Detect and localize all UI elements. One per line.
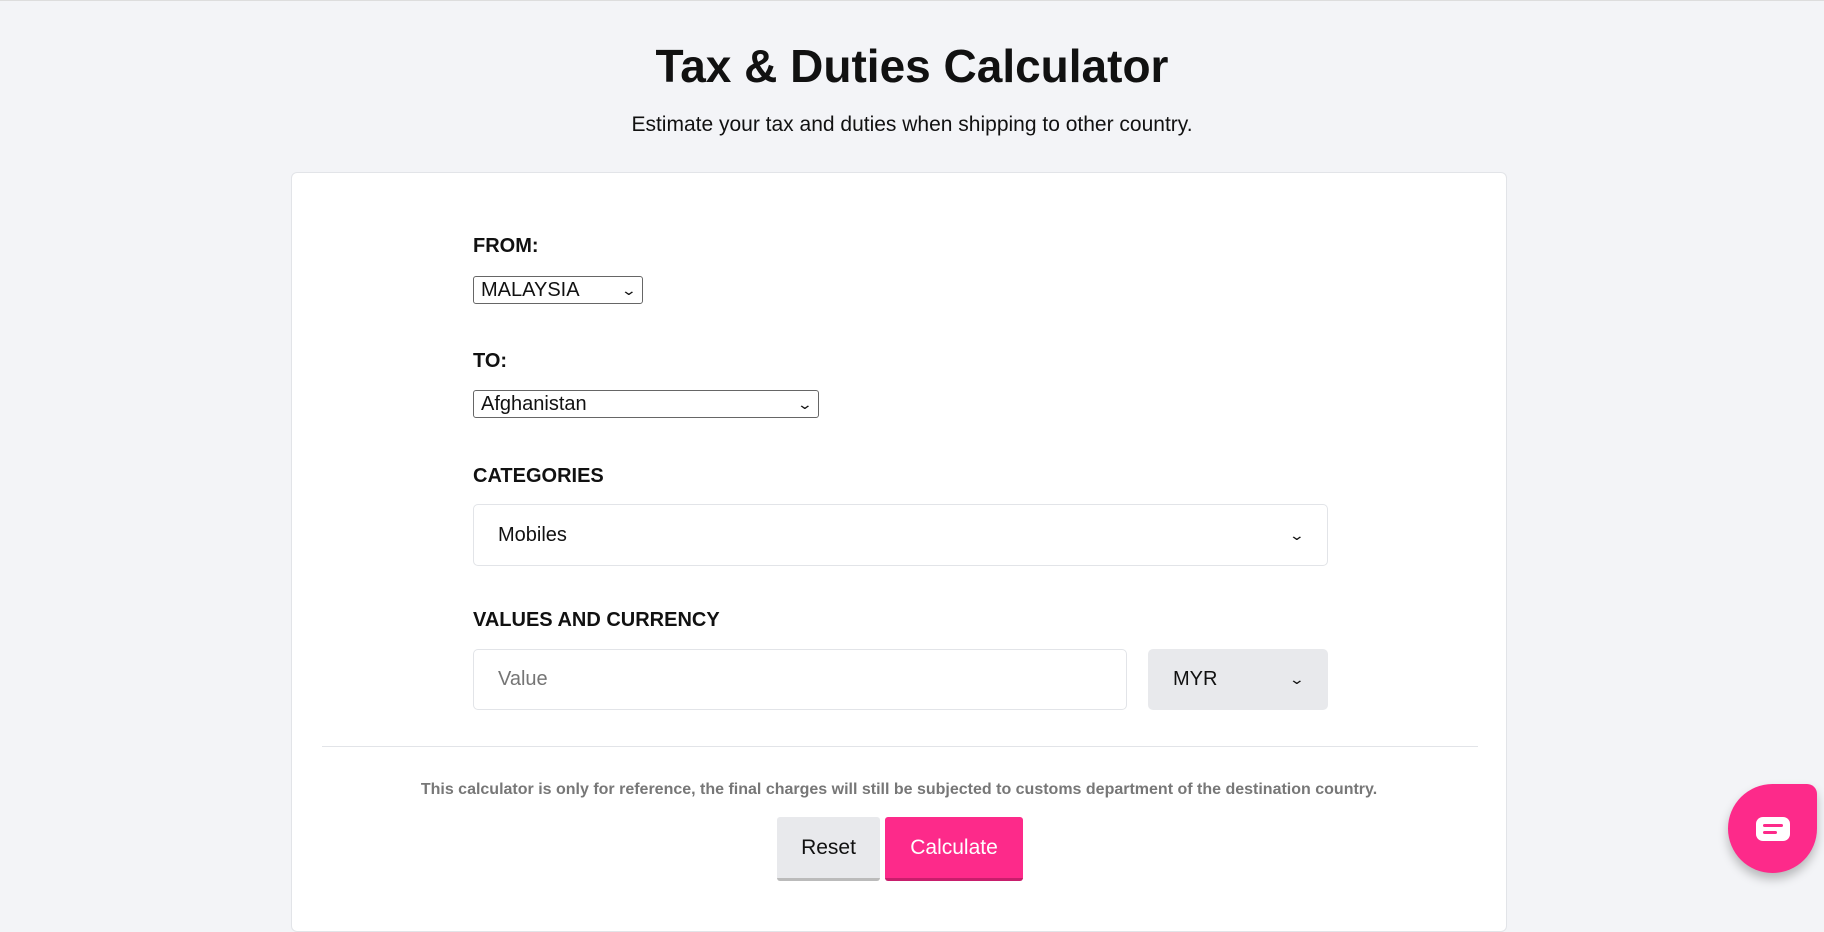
calculate-button[interactable]: Calculate bbox=[885, 817, 1023, 881]
chevron-down-icon: ⌄ bbox=[1288, 671, 1306, 687]
value-input[interactable] bbox=[473, 649, 1127, 710]
values-currency-label: VALUES AND CURRENCY bbox=[473, 609, 720, 631]
page-subtitle: Estimate your tax and duties when shippi… bbox=[631, 113, 1193, 136]
to-select[interactable]: Afghanistan ⌄ bbox=[473, 390, 819, 418]
currency-value: MYR bbox=[1173, 668, 1218, 690]
from-value: MALAYSIA bbox=[481, 278, 580, 301]
to-label: TO: bbox=[473, 350, 508, 372]
chevron-down-icon: ⌄ bbox=[1288, 526, 1306, 543]
page-title: Tax & Duties Calculator bbox=[655, 40, 1169, 92]
chevron-down-icon: ⌄ bbox=[796, 395, 814, 412]
calculator-card: FROM: MALAYSIA ⌄ TO: Afghanistan ⌄ CATEGOR… bbox=[291, 172, 1507, 932]
categories-label: CATEGORIES bbox=[473, 465, 604, 487]
categories-select[interactable]: Mobiles ⌄ bbox=[473, 504, 1328, 566]
disclaimer: This calculator is only for reference, t… bbox=[420, 781, 1378, 798]
divider bbox=[322, 746, 1478, 747]
to-value: Afghanistan bbox=[481, 392, 587, 415]
currency-select[interactable]: MYR ⌄ bbox=[1148, 649, 1328, 710]
chat-button[interactable] bbox=[1728, 784, 1817, 873]
from-select[interactable]: MALAYSIA ⌄ bbox=[473, 276, 643, 304]
categories-value: Mobiles bbox=[498, 523, 567, 546]
reset-button[interactable]: Reset bbox=[777, 817, 880, 881]
chat-bubble-icon bbox=[1755, 816, 1790, 841]
chevron-down-icon: ⌄ bbox=[620, 281, 638, 298]
from-label: FROM: bbox=[473, 235, 539, 257]
